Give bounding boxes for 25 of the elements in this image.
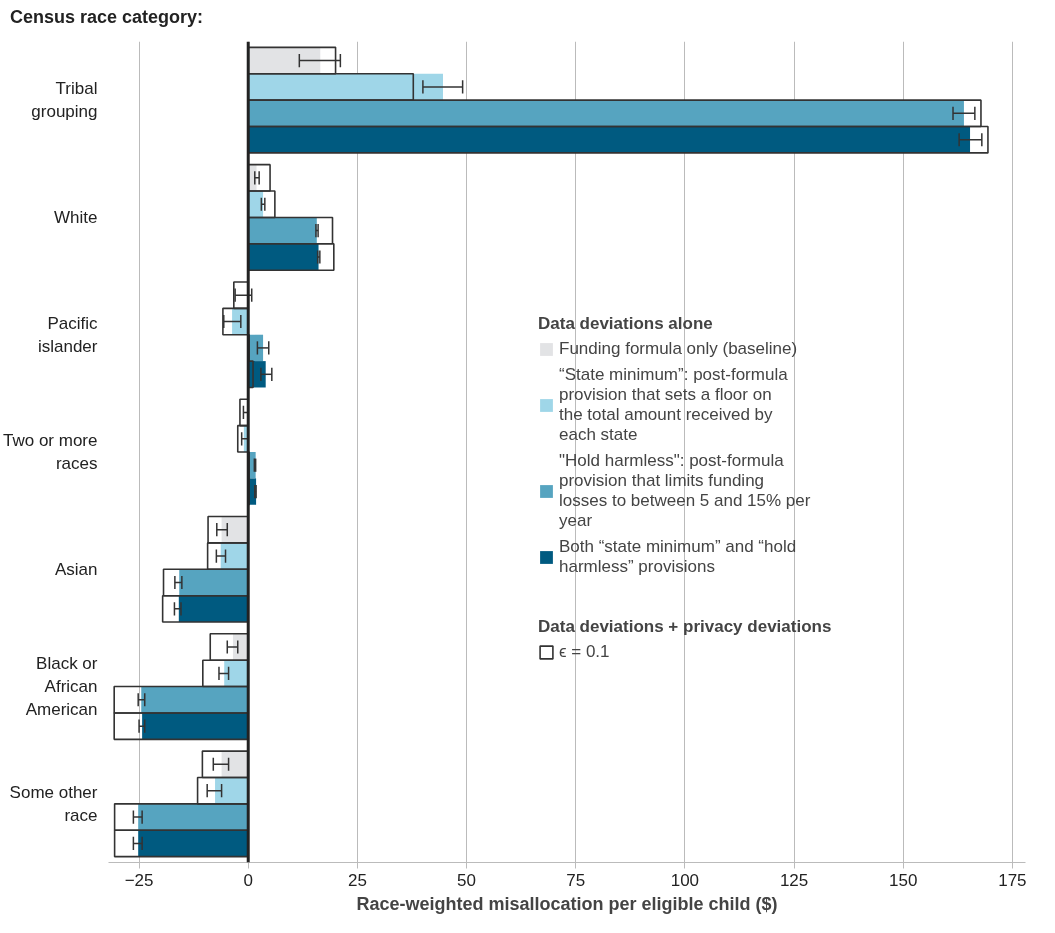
y-tick-label: Some other race [9,782,98,825]
x-tick-label: 125 [779,870,809,890]
legend-title: Data deviations alone [538,313,714,334]
legend-label: ϵ = 0.1 [559,641,610,662]
x-tick-label: 175 [998,870,1027,890]
y-tick-label: Pacific islander [37,313,98,356]
x-tick-label: 50 [457,870,477,890]
annotation: Data deviations + privacy deviations [538,616,832,637]
x-tick-label: 150 [889,870,918,890]
y-tick-label: Two or more races [3,430,98,473]
x-tick-label: 25 [347,870,367,890]
y-tick-label: White [54,207,98,227]
x-tick-label: 75 [566,870,586,890]
legend-label: “State minimum”: post-formula provision that sets a floor on the total amount received by each state [559,364,788,445]
legend-label: Funding formula only (baseline) [559,338,798,359]
x-tick-label: −25 [124,870,154,890]
legend-label: "Hold harmless": post-formula provision that limits funding losses to between 5 and 15% per year [559,450,811,531]
legend-label: Both “state minimum” and “hold harmless” provisions [559,536,797,577]
x-tick-label: 100 [670,870,700,890]
y-axis-title: Census race category: [10,6,204,29]
y-tick-label: Asian [54,559,98,579]
x-axis-title: Race-weighted misallocation per eligible child ($) [356,893,778,914]
y-tick-label: Tribal grouping [31,78,98,121]
y-tick-label: Black or African American [25,653,98,719]
x-tick-label: 0 [243,870,253,890]
